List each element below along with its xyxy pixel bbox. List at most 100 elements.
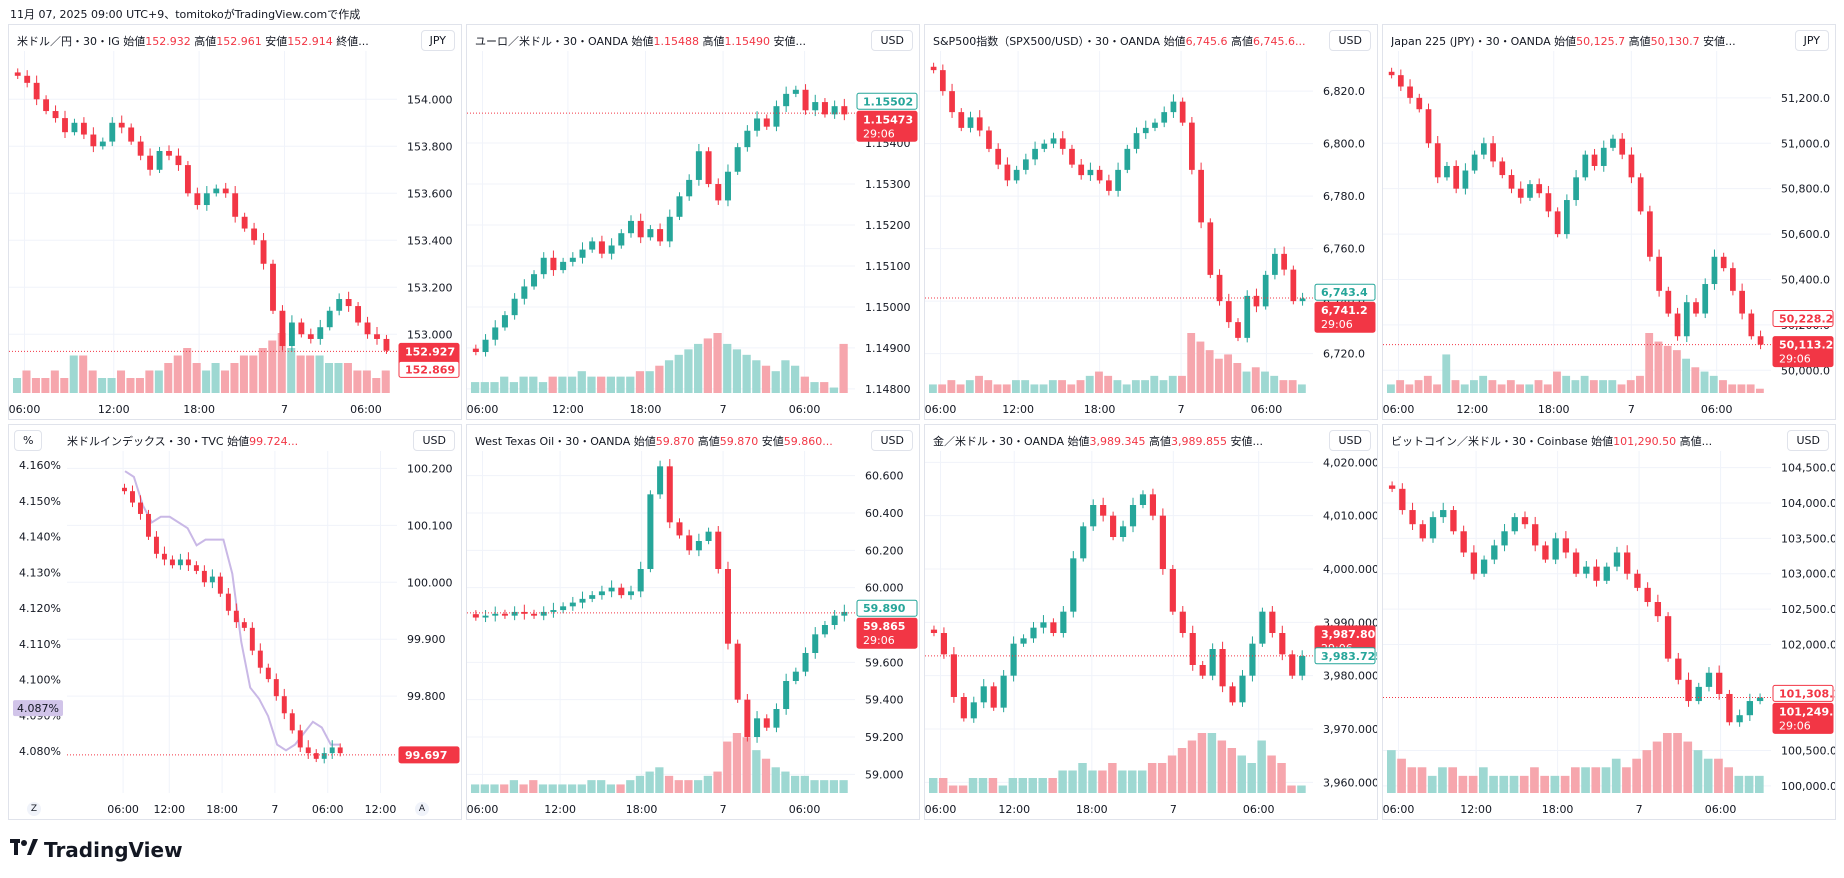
candle [305, 740, 311, 759]
volume-bar [1118, 770, 1127, 793]
volume-bar [1068, 770, 1077, 793]
volume-bar [41, 378, 50, 393]
svg-text:50,228.2: 50,228.2 [1779, 312, 1833, 325]
chart-canvas[interactable]: 104,500.00 104,000.00 103,500.00 103,000.00… [1383, 425, 1836, 820]
x-tick-label: 18:00 [630, 403, 662, 416]
candle [122, 483, 127, 495]
candle [569, 596, 576, 611]
candle [1000, 670, 1007, 713]
symbol-name: S&P500指数（SPX500/USD）・30・OANDA [933, 35, 1164, 48]
chart-canvas[interactable]: 6,820.06,800.06,780.06,760.06,740.06,720… [925, 25, 1378, 420]
ohlc-label: 高値 [1231, 35, 1254, 48]
chart-canvas[interactable]: 60.600 60.400 60.200 60.000 59.600 59.400 59.2… [467, 425, 920, 820]
ohlc-label: 始値 [1554, 35, 1577, 48]
x-tick-label: 18:00 [1538, 403, 1570, 416]
svg-text:59.865: 59.865 [863, 620, 905, 633]
chart-panel[interactable]: 51,200.0 51,000.0 50,800.0 50,600.0 50,400.0… [1382, 24, 1836, 420]
volume-bar [1187, 740, 1197, 793]
candle [71, 118, 78, 136]
auto-scale-icon[interactable]: A [415, 802, 429, 816]
volume-bar [1147, 763, 1157, 793]
ohlc-label: 始値 [1591, 435, 1614, 448]
chart-panel[interactable]: 4,020.000 4,010.000 4,000.000 3,990.000 3,98… [924, 424, 1378, 820]
candle [754, 711, 761, 743]
percent-scale-button[interactable]: % [14, 430, 43, 451]
zoom-icon[interactable]: Z [27, 802, 41, 816]
ohlc-value: 50,125.7 [1576, 35, 1629, 48]
y-tick-label: 1.15000 [865, 301, 911, 314]
candle [970, 696, 977, 723]
x-tick-label: 7 [1636, 803, 1643, 816]
candle [1388, 481, 1396, 493]
candle [569, 252, 576, 267]
ohlc-label: 高値 [1628, 35, 1651, 48]
chart-panel[interactable]: 1.15400 1.15300 1.15200 1.15100 1.15000 1.149… [466, 24, 920, 420]
chart-panel[interactable]: 154.000 153.800 153.600 153.400 153.200 153.0… [8, 24, 462, 420]
chart-canvas[interactable]: 51,200.0 51,000.0 50,800.0 50,600.0 50,400.0… [1383, 25, 1836, 420]
candle [1059, 131, 1066, 155]
volume-bar [1048, 380, 1057, 393]
chart-panel[interactable]: 60.600 60.400 60.200 60.000 59.600 59.400 59.2… [466, 424, 920, 820]
candle [960, 692, 967, 722]
volume-bar [13, 378, 22, 393]
volume-bar [1257, 740, 1266, 793]
volume-bar [1550, 775, 1560, 793]
volume-bar [978, 778, 988, 793]
volume-bar [975, 375, 983, 393]
y-tick-label: 104,500.00 [1781, 462, 1836, 475]
chart-canvas[interactable]: 154.000 153.800 153.600 153.400 153.200 153.0… [9, 25, 462, 420]
currency-button[interactable]: USD [413, 430, 455, 451]
volume-bar [230, 363, 239, 393]
currency-button[interactable]: USD [871, 30, 913, 51]
volume-bar [1012, 380, 1020, 393]
currency-button[interactable]: JPY [1794, 30, 1829, 51]
candle [783, 673, 790, 715]
price-tag: 50,113.229:06 [1772, 336, 1834, 368]
volume-bar [1654, 341, 1663, 393]
candle [550, 602, 557, 618]
chart-canvas[interactable]: 100.200 100.100 100.000 99.900 99.800 06:00 12… [9, 425, 462, 820]
candle [1388, 67, 1395, 79]
volume-bar [1530, 767, 1539, 793]
volume-bar [1205, 350, 1214, 393]
candle [1572, 548, 1580, 577]
volume-bar [1187, 333, 1196, 393]
price-tag: 50,228.2 [1772, 309, 1834, 327]
currency-button[interactable]: USD [1329, 30, 1371, 51]
candle [80, 117, 87, 140]
x-tick-label: 12:00 [1456, 403, 1488, 416]
ohlc-value: 3,989.345 [1089, 435, 1149, 448]
candle [1450, 506, 1457, 535]
chart-canvas[interactable]: 1.154001.153001.152001.151001.150001.149… [467, 25, 920, 420]
price-tag: 6,743.4 [1314, 283, 1376, 301]
candle [1739, 283, 1745, 320]
chart-canvas[interactable]: 4,020.0004,010.0004,000.0003,990.0003,98… [925, 425, 1378, 820]
candle [821, 620, 828, 638]
currency-button[interactable]: USD [871, 430, 913, 451]
candle [705, 527, 712, 545]
x-tick-label: 7 [720, 803, 727, 816]
candle [501, 311, 508, 331]
volume-bar [645, 371, 654, 393]
ohlc-label: 安値... [1230, 435, 1263, 448]
left-tick-label: 4.150% [19, 495, 61, 508]
candle [209, 569, 215, 589]
volume-bar [1737, 384, 1746, 393]
currency-button[interactable]: USD [1787, 430, 1829, 451]
currency-button[interactable]: JPY [420, 30, 455, 51]
candle [1069, 144, 1075, 168]
volume-bar [126, 378, 135, 393]
symbol-name: ユーロ／米ドル・30・OANDA [475, 35, 632, 48]
chart-panel[interactable]: 104,500.00 104,000.00 103,500.00 103,000.00… [1382, 424, 1836, 820]
ohlc-label: 始値 [633, 435, 656, 448]
y-tick-label: 4,000.000 [1323, 563, 1378, 576]
candle [686, 174, 693, 201]
candle [1259, 607, 1266, 647]
chart-panel[interactable]: 6,820.0 6,800.0 6,780.0 6,760.0 6,740.0 6,720… [924, 24, 1378, 420]
currency-button[interactable]: USD [1329, 430, 1371, 451]
candle [232, 186, 239, 223]
candle [1683, 294, 1690, 343]
volume-bar [800, 376, 809, 393]
candle [1407, 79, 1413, 104]
chart-panel[interactable]: 100.200 100.100 100.000 99.900 99.800 06:00 12… [8, 424, 462, 820]
